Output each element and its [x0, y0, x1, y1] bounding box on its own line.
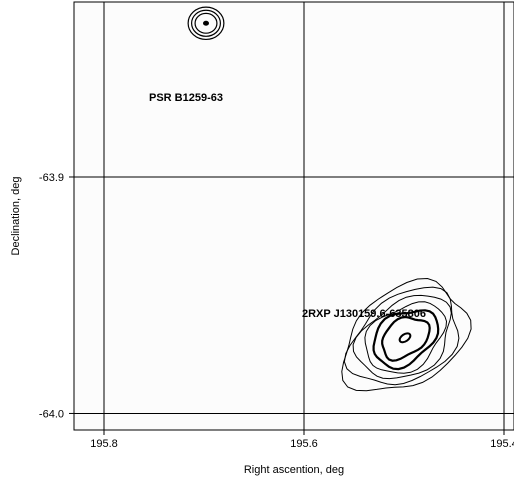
plot-area — [73, 1, 514, 431]
axis-ticks — [69, 176, 505, 435]
y-tick-label: -63.9 — [39, 172, 64, 184]
contour-line — [190, 9, 222, 37]
source-labels: PSR B1259-63 2RXP J130159.6-635806 — [149, 92, 426, 320]
contour-line — [372, 309, 440, 371]
source-contours — [187, 6, 472, 392]
source-contour-group — [341, 277, 472, 392]
source-label: 2RXP J130159.6-635806 — [302, 308, 426, 320]
contour-line — [352, 294, 452, 380]
grid-lines — [74, 2, 514, 430]
x-tick-label: 195.8 — [90, 438, 118, 450]
contour-line — [194, 12, 218, 34]
contour-line — [364, 301, 448, 374]
contour-line — [187, 6, 225, 41]
tick-labels: 195.8 195.6 195.4 -63.9 -64.0 — [39, 172, 514, 450]
x-tick-label: 195.6 — [290, 438, 318, 450]
x-axis-label: Right ascention, deg — [244, 464, 344, 476]
x-tick-label: 195.4 — [490, 438, 514, 450]
y-axis-label: Declination, deg — [10, 177, 22, 256]
contour-line — [341, 277, 472, 392]
source-contour-group — [187, 6, 225, 41]
source-label: PSR B1259-63 — [149, 92, 223, 104]
contour-peak — [398, 332, 412, 344]
contour-core — [203, 20, 209, 26]
contour-line — [343, 286, 460, 386]
y-tick-label: -64.0 — [39, 408, 64, 420]
contour-line — [381, 315, 431, 362]
